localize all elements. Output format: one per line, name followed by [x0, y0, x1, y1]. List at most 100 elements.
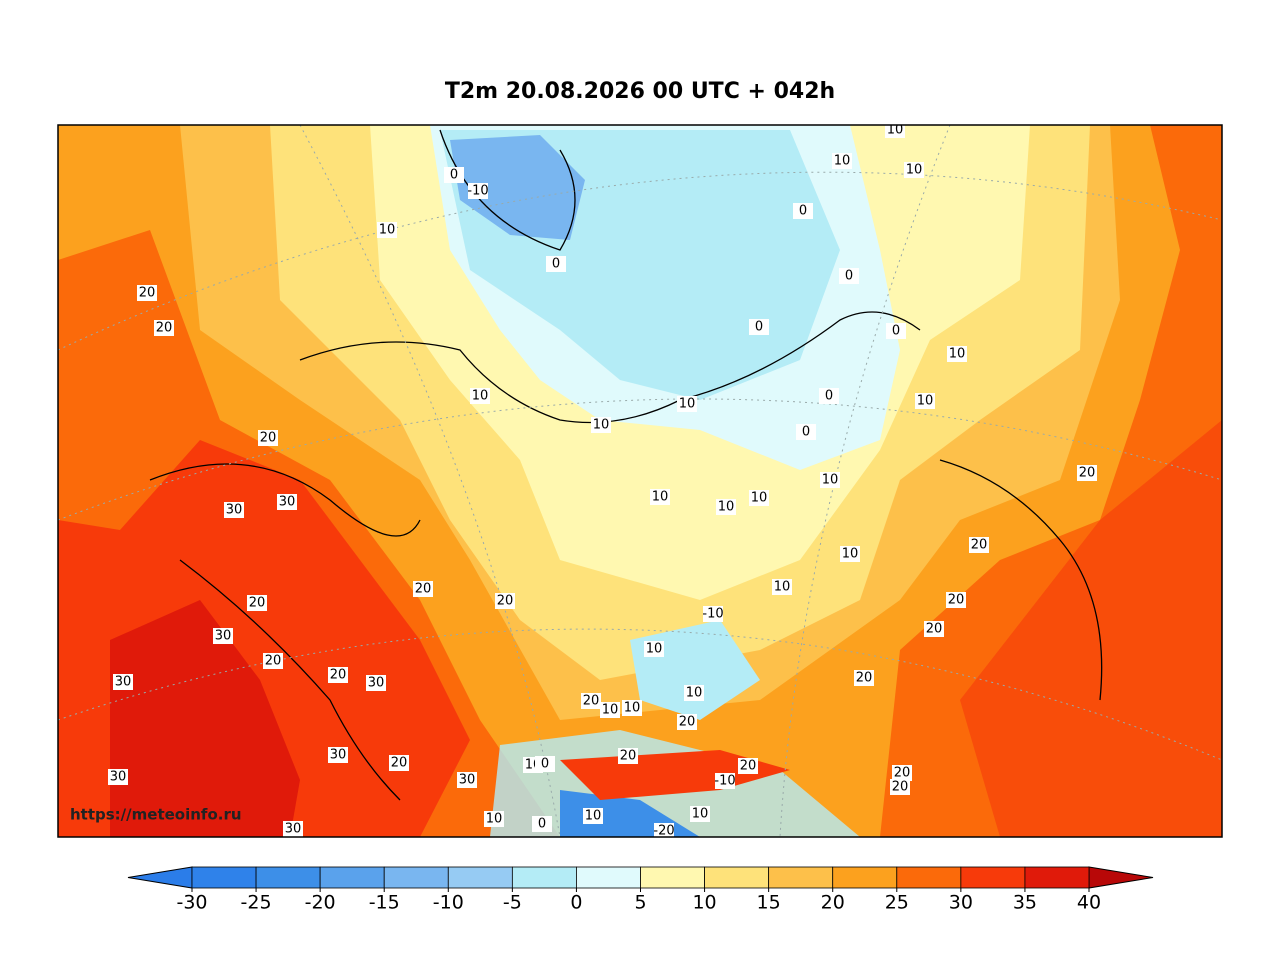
contour-label: 10	[834, 154, 851, 169]
contour-label: -10	[467, 184, 488, 199]
contour-label: 20	[156, 321, 173, 336]
contour-label: 20	[415, 582, 432, 597]
coastline	[149, 129, 1103, 801]
colorbar-tick-label: -20	[305, 892, 336, 914]
contour-label-bg	[677, 714, 697, 730]
contour-label-bg	[470, 388, 490, 404]
contour-label-bg	[618, 748, 638, 764]
contour-label: 10	[718, 500, 735, 515]
contour-label: 30	[368, 676, 385, 691]
contour-label: 30	[115, 675, 132, 690]
contour-label-bg	[904, 162, 924, 178]
contour-label-bg	[444, 167, 464, 183]
contour-label-bg	[819, 388, 839, 404]
colorbar-segment	[832, 866, 898, 889]
contour-label: 20	[971, 538, 988, 553]
contour-label-bg	[690, 806, 710, 822]
contour-label-bg	[495, 593, 515, 609]
contour-label-bg	[854, 670, 874, 686]
colorbar-segment	[511, 866, 577, 889]
contour-label-bg	[137, 285, 157, 301]
contour-label-bg	[677, 396, 697, 412]
contour-label: 20	[1079, 466, 1096, 481]
contour-label: 20	[260, 431, 277, 446]
colorbar-tick-label: -25	[241, 892, 272, 914]
contour-label: 10	[692, 807, 709, 822]
contour-label-bg	[946, 592, 966, 608]
contour-label-bg	[389, 755, 409, 771]
contour-label-bg	[546, 256, 566, 272]
graticule	[58, 125, 1222, 837]
colorbar-tick-label: 35	[1013, 892, 1037, 914]
contour-label-bg	[468, 183, 488, 199]
contour-label-bg	[591, 417, 611, 433]
contour-label: -10	[702, 607, 723, 622]
contour-label: 10	[751, 491, 768, 506]
colorbar-segment	[704, 866, 770, 889]
contour-label: 10	[585, 809, 602, 824]
contour-label-bg	[622, 700, 642, 716]
map-frame	[57, 124, 1223, 838]
contour-label: 10	[906, 163, 923, 178]
contour-label: 0	[541, 757, 549, 772]
contour-label-bg	[654, 823, 674, 837]
contour-label: 20	[926, 622, 943, 637]
contour-label-bg	[947, 346, 967, 362]
contour-label-bg	[820, 472, 840, 488]
contour-label: 0	[450, 168, 458, 183]
contour-label: 10	[842, 547, 859, 562]
contour-label-bg	[890, 779, 910, 795]
contour-label-bg	[600, 702, 620, 718]
contour-label: 20	[583, 694, 600, 709]
colorbar-segment	[1024, 866, 1090, 889]
contour-label: 0	[755, 320, 763, 335]
colorbar-segment	[768, 866, 834, 889]
contour-label: 10	[486, 812, 503, 827]
colorbar-segment	[383, 866, 449, 889]
contour-label-bg	[263, 653, 283, 669]
contour-label: -10	[714, 774, 735, 789]
contour-label: 20	[679, 715, 696, 730]
colorbar-tick-label: 0	[570, 892, 582, 914]
contour-label: 20	[894, 766, 911, 781]
colorbar-tick-label: 10	[692, 892, 716, 914]
contour-label: 10	[822, 473, 839, 488]
contour-label: 30	[279, 495, 296, 510]
contour-label: 20	[740, 759, 757, 774]
contour-label: 30	[226, 503, 243, 518]
contour-label: 10	[593, 418, 610, 433]
contour-label: 10	[887, 123, 904, 138]
contour-label: 10	[949, 347, 966, 362]
colorbar-tick-label: 30	[949, 892, 973, 914]
contour-label: 10	[917, 394, 934, 409]
contour-label-bg	[366, 675, 386, 691]
contour-label: 0	[538, 817, 546, 832]
watermark: https://meteoinfo.ru	[70, 806, 242, 824]
contour-label-bg	[328, 667, 348, 683]
colorbar-tick-label: 5	[634, 892, 646, 914]
zone	[450, 135, 585, 240]
contour-label: 0	[799, 204, 807, 219]
contour-label-bg	[484, 811, 504, 827]
contour-label-bg	[715, 773, 735, 789]
contour-label-bg	[749, 319, 769, 335]
contour-label: 10	[652, 490, 669, 505]
contour-label: 0	[802, 425, 810, 440]
contour-label-bg	[796, 424, 816, 440]
contour-label: 30	[110, 770, 127, 785]
colorbar-tick-label: -10	[433, 892, 464, 914]
contour-label: 20	[391, 756, 408, 771]
contour-label: -20	[653, 824, 674, 839]
contour-label-bg	[247, 595, 267, 611]
colorbar-tick-label: -5	[503, 892, 522, 914]
contour-label: 10	[646, 642, 663, 657]
contour-label-bg	[650, 489, 670, 505]
colorbar-tick-label: 20	[821, 892, 845, 914]
colorbar-tick-label: 15	[757, 892, 781, 914]
contour-label-bg	[716, 499, 736, 515]
contour-label: 20	[948, 593, 965, 608]
contour-label: 20	[892, 780, 909, 795]
contour-label: 30	[215, 629, 232, 644]
contour-label: 30	[459, 773, 476, 788]
colorbar-segment	[960, 866, 1026, 889]
